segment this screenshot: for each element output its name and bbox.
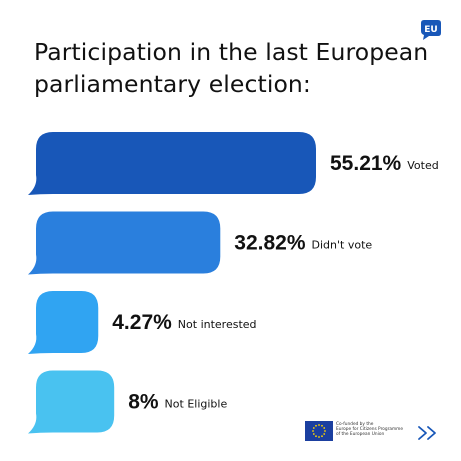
cofunded-line: Europe for Citizens Programme (336, 427, 404, 433)
value-label: 55.21% (330, 152, 402, 175)
bar-4 (28, 370, 115, 434)
cofunded-line: of the European Union (336, 432, 385, 438)
category-label: Didn't vote (312, 239, 373, 252)
value-label: 4.27% (112, 311, 172, 334)
category-label: Voted (407, 159, 438, 172)
cofunded-text: Co-funded by the Europe for Citizens Pro… (336, 422, 416, 438)
eu-badge-label: EU (424, 25, 438, 35)
category-label: Not interested (178, 318, 257, 331)
bar-2 (28, 211, 221, 275)
bar-1 (28, 132, 316, 195)
value-label: 32.82% (234, 232, 306, 255)
eu-flag-icon (305, 421, 333, 441)
double-chevron-right-icon[interactable] (417, 425, 443, 441)
eu-badge: EU (420, 19, 442, 41)
value-label: 8% (128, 391, 159, 414)
chart-title: Participation in the last European parli… (34, 38, 429, 98)
bar-3 (28, 291, 99, 354)
chat-bubble-icon (421, 20, 441, 40)
cofunded-line: Co-funded by the (336, 422, 374, 427)
category-label: Not Eligible (165, 398, 228, 411)
